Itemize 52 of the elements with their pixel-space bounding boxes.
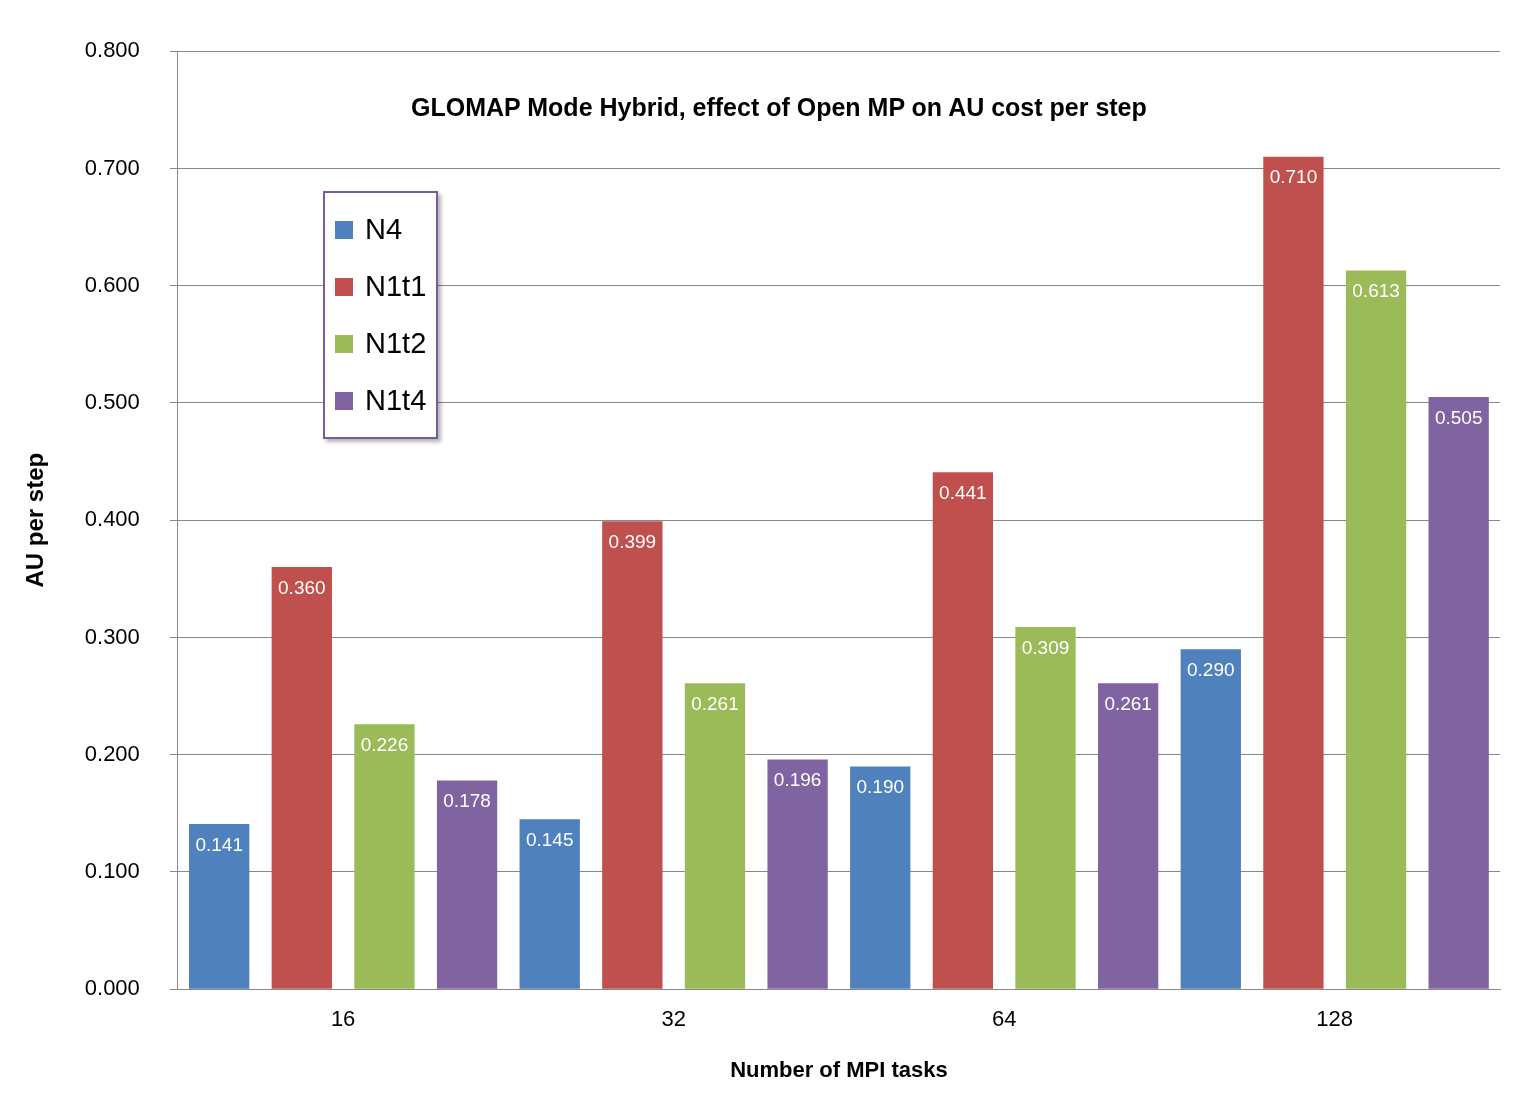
data-label: 0.309	[1021, 636, 1070, 658]
y-tick-label: 0.400	[84, 506, 140, 532]
x-tick-label: 16	[330, 1006, 356, 1032]
y-axis-title: AU per step	[21, 452, 49, 588]
data-label: 0.261	[1104, 692, 1152, 714]
y-tick-label: 0.100	[84, 858, 140, 884]
data-label: 0.178	[443, 790, 491, 812]
bar	[684, 683, 746, 989]
bar	[1428, 397, 1489, 989]
data-label: 0.226	[360, 733, 409, 755]
legend-label: N4	[365, 213, 403, 246]
data-label: 0.196	[773, 769, 822, 791]
x-tick-label: 128	[1316, 1006, 1354, 1032]
data-label: 0.141	[195, 833, 243, 855]
bar	[271, 567, 332, 989]
legend-label: N1t4	[365, 384, 427, 417]
bar	[767, 759, 828, 989]
data-label: 0.505	[1434, 406, 1483, 428]
bar	[1097, 683, 1159, 989]
bar	[519, 819, 580, 989]
bar	[189, 823, 250, 989]
bar	[602, 521, 663, 989]
y-tick-label: 0.800	[84, 37, 140, 63]
bar	[932, 472, 994, 989]
data-label: 0.290	[1187, 658, 1235, 680]
data-label: 0.399	[608, 531, 657, 553]
x-axis-title: Number of MPI tasks	[730, 1056, 948, 1082]
data-label: 0.441	[939, 481, 987, 503]
y-tick-label: 0.200	[84, 740, 140, 766]
bar	[1015, 626, 1076, 989]
bar	[1180, 649, 1241, 989]
bar	[354, 724, 415, 989]
data-label: 0.261	[691, 692, 739, 714]
legend-label: N1t2	[365, 327, 427, 360]
bar	[436, 780, 498, 989]
legend-label: N1t1	[365, 270, 427, 303]
data-label: 0.710	[1269, 166, 1318, 188]
bar	[850, 766, 911, 989]
text: GLOMAP Mode Hybrid, effect of Open MP on AU cost per step	[411, 93, 1147, 122]
y-tick-label: 0.500	[84, 389, 140, 415]
bar	[1263, 156, 1324, 989]
y-tick-label: 0.300	[84, 623, 140, 649]
data-label: 0.360	[278, 576, 326, 598]
x-tick-label: 64	[991, 1006, 1017, 1032]
y-tick-label: 0.700	[84, 154, 140, 180]
y-tick-label: 0.000	[84, 975, 140, 1001]
y-tick-label: 0.600	[84, 271, 140, 297]
x-tick-label: 32	[661, 1006, 686, 1032]
bar	[1345, 270, 1407, 989]
data-label: 0.190	[856, 776, 905, 798]
data-label: 0.145	[525, 828, 574, 850]
data-label: 0.613	[1352, 280, 1400, 302]
